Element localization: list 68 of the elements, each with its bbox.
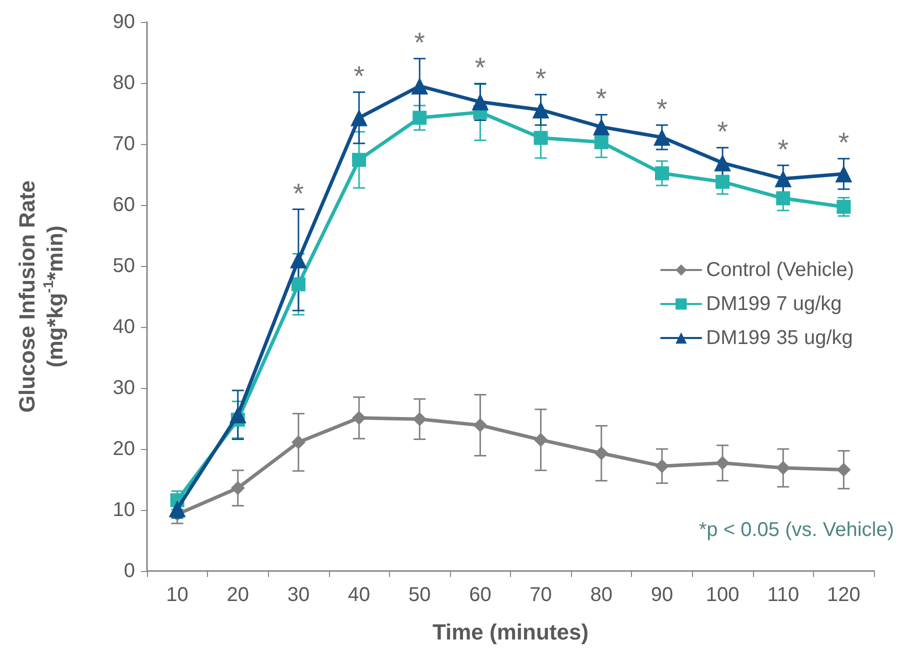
point	[594, 446, 608, 460]
point	[291, 435, 306, 450]
point	[654, 166, 669, 180]
point	[654, 459, 669, 474]
y-tick-label: 70	[112, 133, 135, 155]
point	[352, 410, 366, 425]
point	[653, 128, 670, 146]
point	[534, 130, 548, 145]
point	[229, 406, 246, 424]
y-tick-label: 40	[112, 316, 135, 338]
x-tick-label: 80	[590, 584, 612, 606]
x-tick-label: 120	[827, 584, 860, 606]
x-tick-label: 90	[650, 584, 674, 606]
y-tick-label: 0	[124, 560, 135, 582]
point	[836, 462, 851, 477]
point	[835, 165, 852, 182]
annotation: *	[293, 178, 304, 209]
x-tick-label: 10	[166, 584, 188, 606]
y-tick-label: 10	[112, 499, 135, 521]
point	[350, 109, 368, 126]
point	[473, 418, 488, 432]
point	[716, 456, 730, 470]
x-tick-label: 30	[287, 584, 310, 606]
x-tick-label: 110	[767, 584, 800, 606]
point	[714, 154, 732, 172]
annotation: *	[596, 83, 607, 114]
point	[774, 170, 792, 188]
y-tick-label: 50	[112, 255, 135, 277]
legend-label: DM199 7 ug/kg	[706, 293, 842, 315]
y-tick-label: 20	[112, 438, 135, 460]
point	[776, 191, 790, 206]
point	[291, 277, 306, 292]
point	[776, 460, 790, 475]
point	[534, 432, 548, 447]
x-axis-title: Time (minutes)	[432, 620, 589, 644]
x-tick-label: 60	[469, 584, 492, 606]
legend-label: DM199 35 ug/kg	[706, 327, 853, 349]
annotation: *	[414, 27, 426, 58]
y-tick-label: 30	[112, 377, 135, 399]
annotation: *	[354, 60, 365, 92]
annotation: *p < 0.05 (vs. Vehicle)	[698, 519, 894, 541]
point	[836, 200, 851, 214]
x-tick-label: 100	[706, 584, 740, 606]
point	[230, 481, 245, 496]
y-tick-label: 80	[112, 72, 135, 94]
point	[412, 110, 427, 125]
annotation: *	[474, 52, 486, 84]
point	[472, 93, 489, 110]
y-tick-label: 90	[112, 11, 135, 33]
point	[411, 78, 428, 95]
x-tick-label: 50	[408, 584, 431, 606]
annotation: *	[778, 134, 789, 165]
x-tick-label: 40	[348, 584, 370, 606]
point	[290, 251, 307, 268]
point	[594, 135, 608, 150]
annotation: *	[656, 94, 668, 125]
point	[412, 412, 427, 426]
point	[352, 152, 366, 167]
x-tick-label: 20	[226, 584, 249, 606]
y-tick-label: 60	[112, 194, 135, 216]
legend-label: Control (Vehicle)	[706, 259, 854, 281]
annotation: *	[717, 116, 728, 148]
x-tick-label: 70	[530, 584, 552, 606]
annotation: *	[838, 127, 850, 158]
annotation: *	[535, 63, 546, 94]
point	[592, 118, 610, 136]
point	[716, 174, 730, 189]
point	[532, 101, 550, 118]
